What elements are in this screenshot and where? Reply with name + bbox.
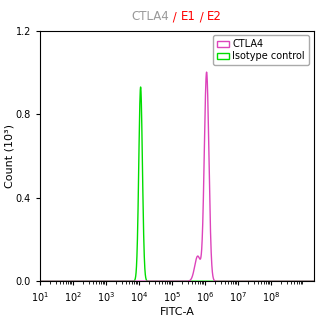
Legend: CTLA4, Isotype control: CTLA4, Isotype control	[213, 36, 309, 65]
Text: /: /	[169, 10, 181, 23]
Text: E1: E1	[181, 10, 196, 23]
Text: CTLA4: CTLA4	[132, 10, 169, 23]
Text: E2: E2	[207, 10, 222, 23]
X-axis label: FITC-A: FITC-A	[159, 307, 194, 317]
Y-axis label: Count (10³): Count (10³)	[4, 124, 14, 188]
Text: /: /	[196, 10, 207, 23]
